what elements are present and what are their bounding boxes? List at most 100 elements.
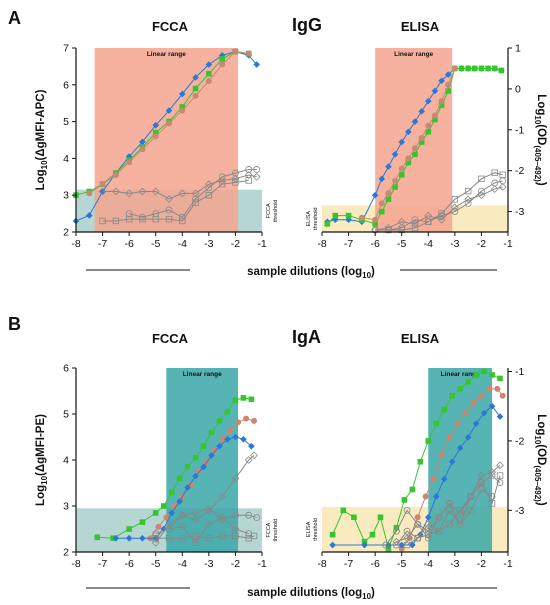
series-line: [168, 516, 249, 544]
chart-title: FCCA: [152, 19, 189, 34]
data-point: [179, 104, 186, 110]
x-tick-label: -2: [231, 558, 240, 570]
x-tick-label: -2: [477, 558, 486, 570]
data-point: [235, 419, 242, 426]
data-point: [165, 535, 173, 542]
data-point: [329, 541, 336, 549]
data-point: [489, 372, 495, 378]
data-point: [465, 379, 471, 385]
x-tick-label: -8: [317, 238, 326, 250]
data-point: [414, 520, 422, 528]
data-point: [398, 545, 405, 552]
x-tick-label: -6: [124, 558, 133, 570]
data-point: [466, 492, 475, 501]
data-point: [385, 226, 392, 234]
data-point: [139, 138, 146, 146]
data-point: [205, 191, 213, 199]
threshold-label-line: threshold: [273, 200, 279, 223]
data-point: [112, 171, 119, 178]
data-point: [253, 166, 261, 173]
data-point: [464, 187, 472, 195]
data-point: [192, 74, 199, 81]
data-point: [378, 175, 386, 183]
data-point: [458, 65, 465, 72]
data-point: [473, 372, 479, 378]
data-point: [385, 545, 392, 552]
data-point: [440, 475, 448, 483]
data-point: [139, 146, 146, 153]
data-point: [99, 217, 106, 225]
x-tick-label: -6: [124, 238, 133, 250]
data-point: [424, 513, 432, 521]
data-point: [178, 511, 186, 519]
threshold-label-line: ELISA: [306, 211, 312, 227]
y-axis-label-part: (ΔgMFI-APC): [35, 89, 47, 160]
data-point: [412, 151, 418, 158]
data-point: [165, 215, 173, 223]
data-point: [224, 436, 231, 443]
x-tick-label: -8: [317, 558, 326, 570]
data-point: [340, 507, 347, 514]
data-point: [231, 474, 240, 483]
data-point: [480, 409, 488, 417]
chart-title: ELISA: [401, 331, 440, 346]
data-point: [454, 420, 461, 427]
data-point: [403, 541, 411, 549]
threshold-label: ELISAthreshold: [306, 518, 319, 541]
y-tick-label: 3: [63, 190, 69, 202]
data-point: [464, 199, 472, 207]
y-axis-label-part: (OD: [535, 444, 547, 465]
data-point: [445, 81, 452, 88]
data-point: [253, 61, 260, 68]
data-point: [393, 524, 400, 531]
data-point: [245, 177, 252, 184]
y-tick-label: 4: [63, 153, 69, 165]
data-point: [205, 78, 212, 85]
data-point: [411, 224, 419, 232]
x-tick-label: -5: [151, 238, 160, 250]
data-point: [204, 180, 213, 189]
y-axis-label-part: Log: [535, 414, 547, 435]
data-point: [218, 514, 226, 521]
x-tick-label: -5: [397, 558, 406, 570]
data-point: [446, 499, 453, 507]
data-point: [179, 217, 186, 225]
data-point: [467, 506, 475, 514]
data-point: [488, 402, 496, 410]
data-point: [417, 458, 424, 465]
data-point: [232, 179, 239, 186]
data-point: [248, 442, 255, 450]
xlabel-b: sample dilutions (log10): [247, 587, 375, 601]
data-point: [497, 375, 503, 382]
y-tick-label: -3: [515, 505, 524, 517]
data-point: [499, 392, 506, 399]
data-point: [218, 532, 226, 540]
chart-title: ELISA: [401, 19, 440, 34]
y-tick-label: 3: [63, 501, 69, 513]
x-tick-label: -4: [424, 558, 433, 570]
data-point: [411, 216, 419, 224]
threshold-label: FCCAthreshold: [266, 519, 279, 542]
data-point: [219, 56, 225, 62]
panel-antibody-b: IgA: [292, 327, 321, 347]
data-point: [496, 413, 504, 420]
data-point: [432, 116, 438, 123]
series-1: [324, 65, 505, 227]
x-tick-label: -3: [204, 558, 213, 570]
data-point: [176, 498, 183, 505]
data-point: [411, 118, 419, 125]
data-point: [192, 195, 199, 203]
data-point: [430, 476, 437, 483]
x-tick-label: -6: [370, 558, 379, 570]
data-point: [496, 479, 504, 486]
y-tick-label: 6: [63, 363, 69, 375]
linear-range-label: Linear range: [394, 51, 433, 58]
data-point: [227, 427, 234, 434]
data-point: [382, 541, 390, 549]
data-point: [205, 535, 213, 542]
data-point: [329, 531, 336, 538]
data-point: [165, 525, 173, 533]
y-axis-label: Log10(OD(405–492)): [533, 414, 547, 506]
